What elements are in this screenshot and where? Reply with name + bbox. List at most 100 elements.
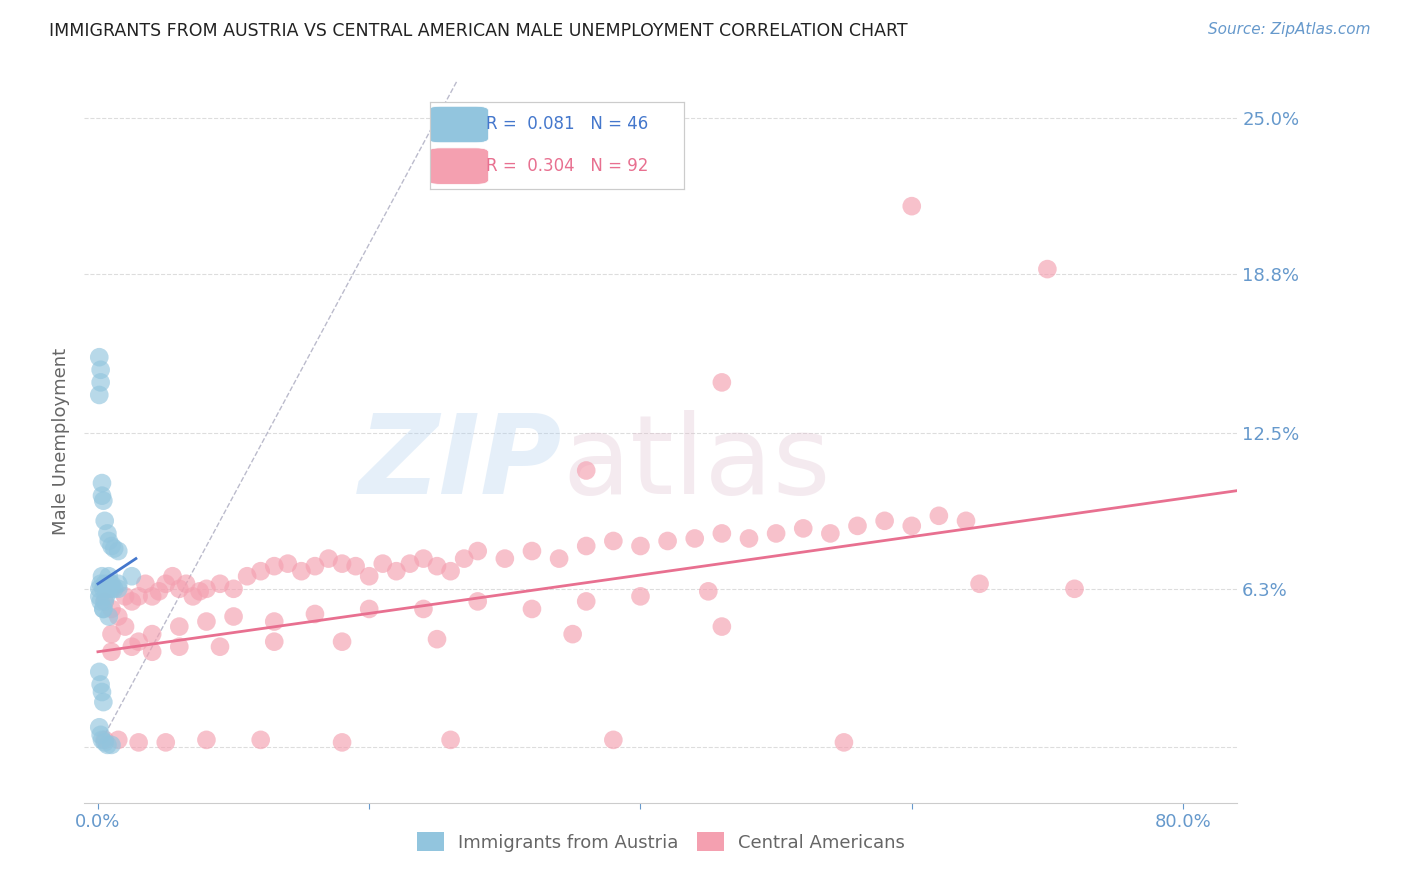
Point: [107, 609, 129, 624]
Point: [520, 602, 543, 616]
Point: [107, 576, 129, 591]
Point: [344, 559, 367, 574]
Point: [96, 526, 118, 541]
Point: [94, 590, 117, 604]
Point: [195, 732, 218, 747]
Point: [97, 569, 120, 583]
Point: [330, 634, 353, 648]
Point: [89, 720, 111, 734]
Point: [222, 609, 245, 624]
Text: IMMIGRANTS FROM AUSTRIA VS CENTRAL AMERICAN MALE UNEMPLOYMENT CORRELATION CHART: IMMIGRANTS FROM AUSTRIA VS CENTRAL AMERI…: [49, 22, 908, 40]
Point: [93, 695, 115, 709]
Point: [97, 533, 120, 548]
Point: [630, 539, 652, 553]
Point: [90, 677, 112, 691]
Point: [222, 582, 245, 596]
Legend: Immigrants from Austria, Central Americans: Immigrants from Austria, Central America…: [409, 825, 912, 859]
Point: [249, 732, 271, 747]
Point: [91, 732, 114, 747]
Point: [90, 576, 112, 591]
Point: [195, 582, 218, 596]
Point: [169, 582, 191, 596]
Point: [121, 569, 143, 583]
Point: [98, 576, 121, 591]
Point: [710, 376, 733, 390]
Point: [100, 602, 122, 616]
Point: [89, 388, 111, 402]
Point: [93, 735, 115, 749]
Point: [330, 557, 353, 571]
Point: [873, 514, 896, 528]
Point: [602, 732, 624, 747]
Point: [630, 590, 652, 604]
Point: [90, 376, 112, 390]
Point: [128, 735, 150, 749]
Point: [114, 619, 136, 633]
Point: [169, 619, 191, 633]
Point: [697, 584, 720, 599]
Point: [141, 627, 163, 641]
Point: [453, 551, 475, 566]
Point: [100, 576, 122, 591]
Y-axis label: Male Unemployment: Male Unemployment: [52, 348, 70, 535]
Point: [846, 519, 869, 533]
Text: Source: ZipAtlas.com: Source: ZipAtlas.com: [1208, 22, 1371, 37]
Point: [832, 735, 855, 749]
Point: [575, 463, 598, 477]
Point: [89, 582, 111, 596]
Text: ZIP: ZIP: [360, 409, 562, 516]
Point: [969, 576, 991, 591]
Point: [263, 615, 285, 629]
Point: [169, 640, 191, 654]
Point: [141, 590, 163, 604]
Point: [575, 539, 598, 553]
Point: [236, 569, 259, 583]
Point: [93, 602, 115, 616]
Point: [820, 526, 842, 541]
Point: [439, 732, 461, 747]
Point: [89, 590, 111, 604]
Point: [385, 564, 408, 578]
Point: [94, 582, 117, 596]
Point: [162, 569, 184, 583]
Point: [91, 685, 114, 699]
Point: [121, 640, 143, 654]
Point: [90, 363, 112, 377]
Point: [195, 615, 218, 629]
Point: [900, 519, 922, 533]
Point: [91, 476, 114, 491]
Point: [90, 594, 112, 608]
Point: [93, 576, 115, 591]
Point: [359, 602, 381, 616]
Point: [792, 521, 814, 535]
Point: [93, 594, 115, 608]
Point: [426, 559, 449, 574]
Point: [89, 665, 111, 679]
Point: [100, 539, 122, 553]
Point: [561, 627, 583, 641]
Point: [174, 576, 197, 591]
Point: [100, 738, 122, 752]
Point: [128, 634, 150, 648]
Point: [107, 582, 129, 596]
Point: [412, 551, 434, 566]
Point: [208, 576, 231, 591]
Point: [304, 559, 326, 574]
Point: [359, 569, 381, 583]
Text: atlas: atlas: [562, 409, 831, 516]
Point: [93, 514, 115, 528]
Point: [93, 594, 115, 608]
Point: [318, 551, 340, 566]
Point: [955, 514, 977, 528]
Point: [412, 602, 434, 616]
Point: [900, 199, 922, 213]
Point: [134, 576, 156, 591]
Point: [141, 645, 163, 659]
Point: [263, 559, 285, 574]
Point: [426, 632, 449, 647]
Point: [91, 489, 114, 503]
Point: [148, 584, 170, 599]
Point: [1036, 262, 1059, 277]
Point: [93, 602, 115, 616]
Point: [103, 582, 125, 596]
